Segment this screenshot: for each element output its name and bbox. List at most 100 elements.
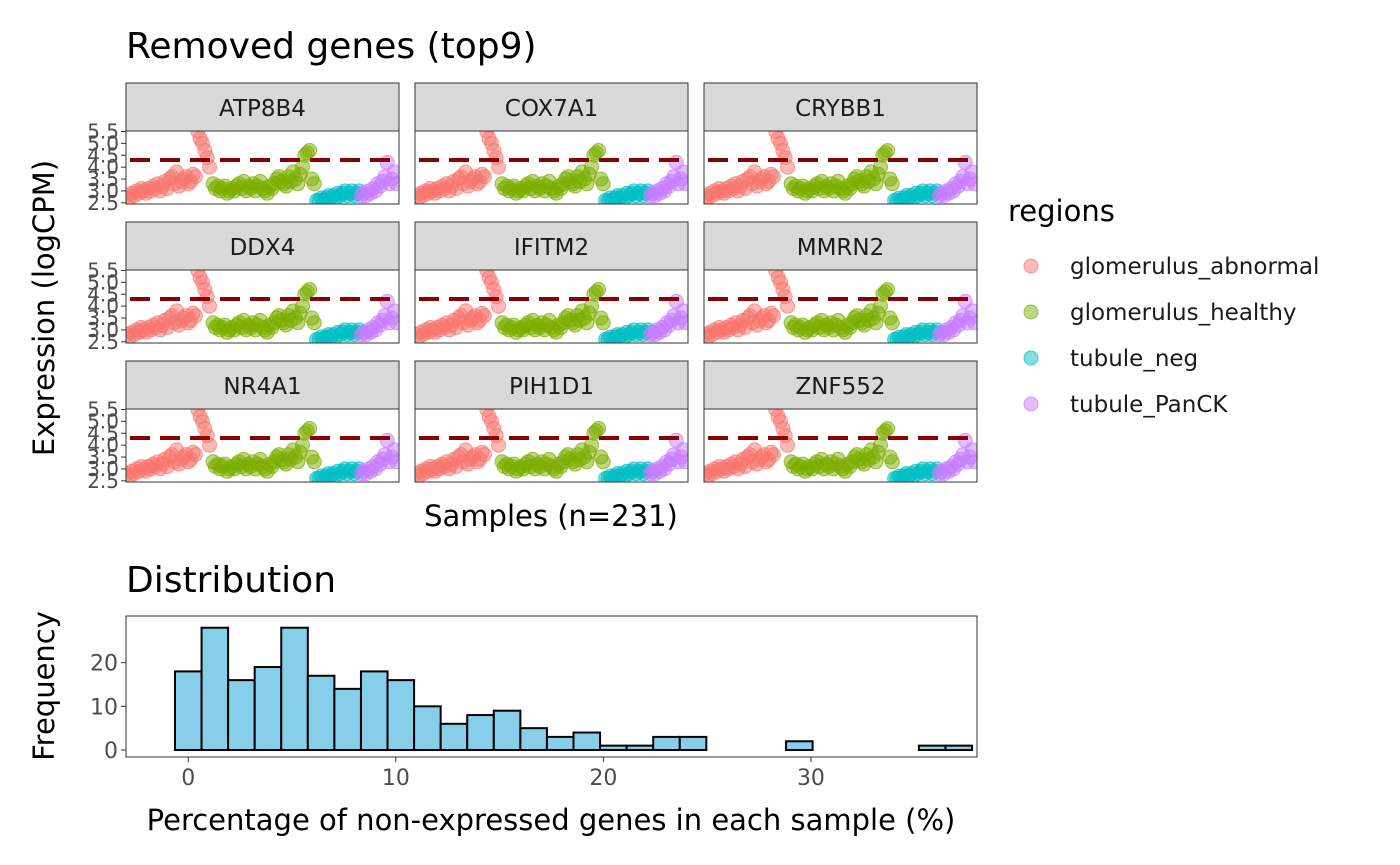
data-point <box>884 176 900 192</box>
y-tick-label: 5.5 <box>87 258 119 282</box>
facet-panel: ZNF552 <box>703 360 978 483</box>
data-point <box>595 176 611 192</box>
x-tick-label: 0 <box>181 766 195 791</box>
x-tick-label: 30 <box>797 766 825 791</box>
data-point <box>884 454 900 470</box>
facet-points <box>415 131 688 204</box>
y-tick-label: 3.0 <box>87 318 119 342</box>
histogram-bar <box>466 714 495 751</box>
data-point <box>880 281 896 297</box>
y-tick-label: 4.0 <box>87 294 119 318</box>
data-point <box>187 308 203 324</box>
y-tick-label: 5.0 <box>87 131 119 155</box>
y-tick-label: 3.5 <box>87 167 119 191</box>
data-point <box>187 169 203 185</box>
facet-label: IFITM2 <box>514 235 589 261</box>
legend-label: tubule_neg <box>1070 346 1198 372</box>
facet-points <box>126 131 399 204</box>
facet-points <box>126 409 399 482</box>
y-tick-label: 2.5 <box>87 469 119 493</box>
histogram-bar <box>678 735 708 752</box>
data-point <box>880 142 896 158</box>
facet-points <box>704 409 977 482</box>
facet-strip <box>414 82 689 132</box>
legend-label: glomerulus_healthy <box>1070 300 1297 326</box>
y-tick-label: 0 <box>104 739 118 764</box>
y-tick-label: 10 <box>90 695 118 720</box>
histogram-panel: 0 10 20 30 0 10 20 <box>90 615 978 791</box>
data-point <box>302 142 318 158</box>
data-point <box>302 420 318 436</box>
histogram-bar <box>625 744 655 752</box>
facet-points <box>704 270 977 343</box>
facet-border <box>703 269 978 344</box>
data-point <box>389 454 399 470</box>
legend-key <box>1023 304 1039 320</box>
facet-label: MMRN2 <box>797 235 885 261</box>
data-point <box>678 454 688 470</box>
facet-strip <box>703 360 978 410</box>
y-tick-label: 4.0 <box>87 433 119 457</box>
legend: regions glomerulus_abnormal glomerulus_he… <box>1008 194 1319 418</box>
y-tick-label: 3.5 <box>87 306 119 330</box>
facet-label: ZNF552 <box>795 374 885 400</box>
data-point <box>765 308 781 324</box>
facet-points <box>415 409 688 482</box>
facet-label: COX7A1 <box>505 96 598 122</box>
data-point <box>678 315 688 331</box>
data-point <box>389 315 399 331</box>
y-tick-label: 4.5 <box>87 282 119 306</box>
histogram-bar <box>359 670 389 752</box>
data-point <box>591 281 607 297</box>
facet-border <box>414 130 689 205</box>
x-tick-label: 20 <box>589 766 617 791</box>
facet-points <box>704 131 977 204</box>
data-point <box>476 308 492 324</box>
top-chart-xlabel: Samples (n=231) <box>424 499 678 533</box>
histogram-bar <box>280 626 309 752</box>
facet-border <box>703 130 978 205</box>
histogram-border <box>125 615 978 758</box>
facet-panel: ATP8B4 2.53.03.54.04.55.05.5 <box>87 82 400 215</box>
data-point <box>967 454 977 470</box>
facet-label: PIH1D1 <box>509 374 594 400</box>
histogram-bar <box>599 744 628 752</box>
histogram-bar <box>572 731 602 751</box>
data-point <box>595 315 611 331</box>
data-point <box>476 447 492 463</box>
facet-label: NR4A1 <box>223 374 301 400</box>
data-point <box>491 159 507 175</box>
legend-key <box>1023 350 1039 366</box>
data-point <box>302 281 318 297</box>
data-point <box>306 454 322 470</box>
facet-strip <box>414 221 689 271</box>
y-tick-label: 2.5 <box>87 191 119 215</box>
facet-strip <box>703 82 978 132</box>
data-point <box>780 159 796 175</box>
facet-label: CRYBB1 <box>795 96 886 122</box>
bottom-chart-xlabel: Percentage of non-expressed genes in eac… <box>147 803 956 837</box>
y-tick-label: 3.0 <box>87 457 119 481</box>
data-point <box>780 437 796 453</box>
legend-key <box>1023 396 1039 412</box>
facet-strip <box>414 360 689 410</box>
facet-border <box>703 408 978 483</box>
data-point <box>491 437 507 453</box>
data-point <box>591 420 607 436</box>
histogram-bar <box>253 666 283 751</box>
data-point <box>202 437 218 453</box>
data-point <box>202 159 218 175</box>
histogram-bar <box>306 674 336 751</box>
histogram-bar <box>413 705 442 751</box>
data-point <box>306 176 322 192</box>
data-point <box>780 298 796 314</box>
histogram-bar <box>333 687 362 751</box>
histogram-bar <box>386 679 416 752</box>
y-tick-label: 4.5 <box>87 143 119 167</box>
data-point <box>202 298 218 314</box>
data-point <box>591 142 607 158</box>
y-tick-label: 3.0 <box>87 179 119 203</box>
facet-strip <box>125 82 400 132</box>
